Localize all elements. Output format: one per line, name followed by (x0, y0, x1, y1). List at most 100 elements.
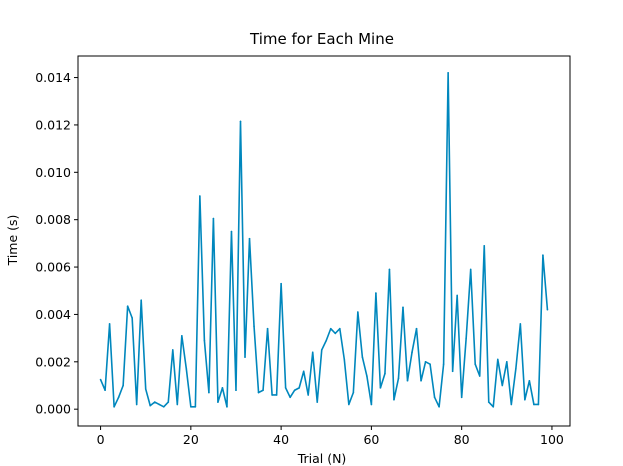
data-point (135, 403, 138, 406)
data-point (379, 387, 382, 389)
data-point (506, 361, 508, 363)
data-point (451, 370, 454, 373)
data-point (510, 403, 513, 406)
y-tick-label: 0.000 (35, 402, 71, 417)
data-point (438, 406, 440, 408)
data-point (524, 398, 526, 401)
data-point (302, 370, 305, 373)
data-point (496, 358, 499, 361)
data-point (190, 406, 192, 408)
data-point (239, 120, 242, 123)
data-point (289, 396, 291, 399)
data-point (343, 358, 346, 361)
data-point (171, 349, 174, 351)
data-point (244, 356, 246, 358)
data-point (235, 389, 237, 392)
data-point (339, 327, 341, 330)
data-point (406, 379, 409, 382)
data-point (402, 306, 404, 309)
data-point (433, 396, 436, 399)
data-point (153, 401, 156, 403)
data-point (483, 244, 486, 247)
data-point (226, 406, 228, 408)
data-point (99, 378, 102, 381)
data-point (487, 401, 490, 403)
data-point (194, 406, 197, 408)
data-point (478, 375, 481, 377)
data-point (424, 361, 427, 363)
data-point (275, 394, 278, 396)
y-tick-label: 0.012 (35, 117, 71, 132)
data-point (298, 387, 300, 389)
data-point (397, 377, 400, 380)
data-point (280, 282, 282, 285)
data-point (140, 299, 142, 302)
data-point (361, 356, 364, 358)
data-point (348, 403, 350, 406)
data-point (411, 351, 413, 354)
data-point (515, 368, 517, 370)
data-point (334, 332, 337, 335)
data-point (208, 391, 210, 394)
data-point (108, 323, 111, 325)
data-point (447, 72, 449, 74)
data-point (388, 268, 391, 271)
data-point (217, 401, 219, 403)
data-point (176, 403, 179, 406)
chart-title: Time for Each Mine (249, 30, 394, 48)
x-tick-label: 60 (363, 432, 379, 447)
data-point (465, 337, 467, 339)
data-point (316, 401, 319, 403)
data-point (266, 327, 269, 330)
series-line (99, 72, 549, 408)
data-point (442, 363, 445, 365)
data-point (212, 217, 215, 220)
x-tick-label: 0 (97, 432, 105, 447)
x-tick-label: 100 (540, 432, 564, 447)
data-point (149, 404, 152, 407)
x-tick-label: 20 (183, 432, 199, 447)
data-point (519, 323, 522, 325)
data-point (429, 363, 431, 365)
data-point (104, 389, 106, 392)
data-point (122, 384, 124, 387)
y-tick-label: 0.014 (35, 70, 71, 85)
y-tick-label: 0.002 (35, 354, 71, 369)
data-point (456, 294, 458, 297)
data-point (460, 396, 463, 399)
data-point (248, 237, 251, 240)
y-tick-label: 0.006 (35, 260, 71, 275)
data-point (366, 375, 368, 377)
x-axis-label: Trial (N) (297, 451, 347, 466)
data-point (357, 311, 359, 313)
data-point (311, 351, 314, 354)
data-point (185, 368, 188, 370)
data-point (528, 379, 531, 382)
data-point (325, 339, 328, 342)
data-point (162, 406, 165, 408)
data-point (370, 403, 373, 406)
data-point (546, 308, 549, 311)
data-point (199, 195, 201, 197)
data-point (158, 403, 161, 406)
data-point (492, 406, 495, 408)
data-point (375, 292, 377, 294)
data-point (117, 396, 120, 399)
data-point (474, 363, 477, 365)
data-point (257, 391, 260, 394)
data-point (221, 387, 224, 389)
plot-frame (77, 55, 571, 427)
data-point (533, 403, 535, 406)
data-point (167, 401, 170, 403)
x-tick-label: 80 (454, 432, 470, 447)
data-point (181, 334, 183, 337)
x-tick-label: 40 (273, 432, 289, 447)
data-point (203, 339, 206, 342)
data-point (329, 327, 332, 330)
y-tick-label: 0.010 (35, 165, 71, 180)
data-point (284, 387, 287, 389)
data-point (320, 349, 323, 351)
data-point (271, 394, 273, 396)
data-point (469, 268, 472, 271)
